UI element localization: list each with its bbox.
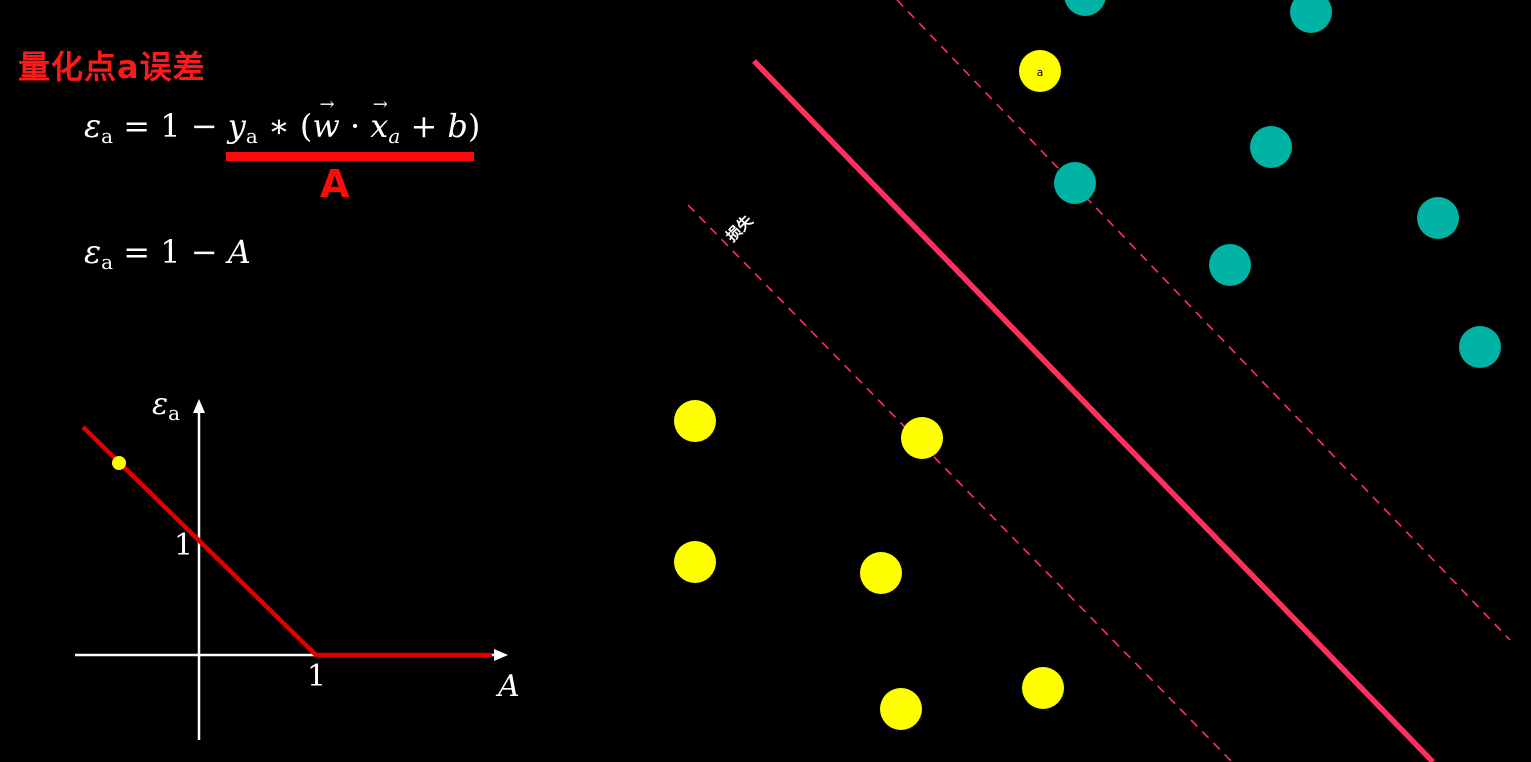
hyperplane-line xyxy=(752,59,1435,762)
error-formula: εa = 1 − ya ∗ (→ w · → xa + b) xyxy=(84,94,481,148)
positive-point xyxy=(1250,126,1292,168)
positive-point xyxy=(1290,0,1332,33)
w-vector: → w xyxy=(312,94,340,145)
x-subscript: a xyxy=(388,124,401,148)
x-tick-label: 1 xyxy=(307,659,326,694)
vector-arrow-icon: → xyxy=(319,94,335,115)
y-subscript: a xyxy=(245,124,258,148)
formula-equals: = 1 − xyxy=(113,233,228,271)
epsilon-subscript: a xyxy=(101,250,114,274)
svm-scatter: a 损失 xyxy=(674,0,1511,762)
negative-point xyxy=(674,400,716,442)
formula-star: ∗ ( xyxy=(257,107,313,145)
positive-point xyxy=(1417,197,1459,239)
b-symbol: b xyxy=(447,107,468,145)
x-vector: → x xyxy=(370,94,389,145)
positive-point xyxy=(1064,0,1106,16)
y-axis-label: εa xyxy=(152,387,180,425)
hinge-graph: 1 1 A εa xyxy=(75,387,520,740)
point-a xyxy=(1019,50,1061,92)
negative-point xyxy=(901,417,943,459)
negative-point xyxy=(860,552,902,594)
epsilon-subscript: a xyxy=(101,124,114,148)
epsilon-symbol: ε xyxy=(84,233,102,271)
positive-point xyxy=(1459,326,1501,368)
a-symbol: A xyxy=(227,233,251,271)
negative-point xyxy=(674,541,716,583)
lower-margin-line xyxy=(687,204,1233,762)
positive-point xyxy=(1054,162,1096,204)
formula-close-paren: ) xyxy=(467,107,481,145)
formula-plus: + xyxy=(400,107,448,145)
upper-margin-line xyxy=(896,0,1511,641)
vector-arrow-icon: → xyxy=(372,94,388,115)
hinge-line xyxy=(81,425,492,658)
y-symbol: y xyxy=(227,107,246,145)
positive-point xyxy=(1209,244,1251,286)
point-a-label: a xyxy=(1037,66,1044,79)
negative-point xyxy=(1022,667,1064,709)
graph-point xyxy=(112,456,126,470)
epsilon-symbol: ε xyxy=(84,107,102,145)
y-tick-label: 1 xyxy=(174,528,193,563)
formula-equals: = 1 − xyxy=(113,107,228,145)
y-axis-arrow-icon xyxy=(193,399,205,413)
slide-title: 量化点a误差 xyxy=(18,48,206,86)
simplified-formula: εa = 1 − A xyxy=(84,236,251,272)
x-axis-arrow-icon xyxy=(494,649,508,661)
formula-dot: · xyxy=(339,107,371,145)
formula-underline xyxy=(226,152,474,161)
negative-point xyxy=(880,688,922,730)
margin-label: 损失 xyxy=(722,211,757,246)
x-axis-label: A xyxy=(495,669,520,704)
underline-label: A xyxy=(320,162,350,206)
